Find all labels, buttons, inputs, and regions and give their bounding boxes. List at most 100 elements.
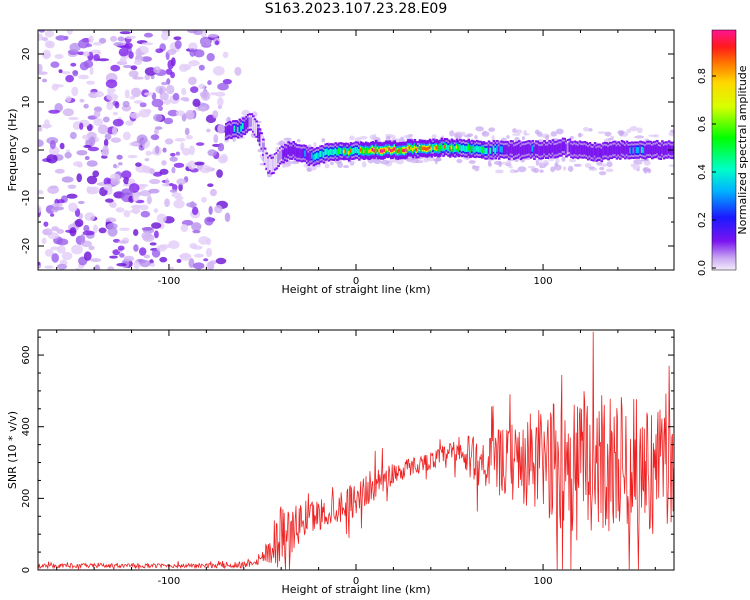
ridge-cell bbox=[262, 142, 265, 153]
ridge-cell bbox=[299, 148, 302, 158]
ridge-cell bbox=[422, 146, 425, 151]
ridge-halo bbox=[391, 134, 396, 141]
ridge-halo bbox=[474, 135, 478, 140]
noise-blob bbox=[155, 48, 164, 54]
ridge-cell bbox=[327, 149, 331, 157]
ridge-halo bbox=[539, 169, 544, 173]
noise-blob bbox=[139, 102, 147, 108]
noise-blob bbox=[69, 227, 77, 237]
ridge-cell bbox=[236, 126, 240, 133]
ridge-halo bbox=[545, 135, 550, 141]
noise-blob bbox=[146, 195, 152, 205]
ridge-cell bbox=[248, 117, 252, 127]
noise-blob bbox=[194, 161, 205, 166]
noise-blob bbox=[38, 189, 44, 195]
noise-blob bbox=[135, 48, 142, 58]
ridge-cell bbox=[246, 117, 250, 128]
ridge-cell bbox=[568, 142, 572, 152]
ridge-cell bbox=[435, 146, 439, 150]
noise-blob bbox=[199, 106, 207, 112]
y-tick-label: 600 bbox=[21, 346, 32, 365]
ridge-cell bbox=[528, 143, 531, 154]
ridge-halo bbox=[495, 169, 504, 174]
noise-blob bbox=[213, 134, 219, 144]
noise-blob bbox=[173, 36, 182, 41]
ridge-cell bbox=[423, 146, 427, 151]
noise-blob bbox=[65, 74, 75, 83]
ridge-cell bbox=[351, 148, 354, 155]
noise-blob bbox=[125, 35, 136, 40]
noise-blob bbox=[143, 92, 154, 96]
ridge-cell bbox=[627, 145, 631, 156]
noise-blob bbox=[117, 245, 125, 251]
ridge-cell bbox=[664, 145, 668, 155]
ridge-cell bbox=[556, 144, 560, 154]
ridge-cell bbox=[524, 144, 528, 155]
ridge-cell bbox=[376, 148, 380, 153]
noise-blob bbox=[180, 224, 189, 233]
noise-blob bbox=[87, 146, 100, 152]
ridge-cell bbox=[243, 121, 247, 132]
ridge-halo bbox=[633, 135, 643, 139]
noise-blob bbox=[54, 53, 64, 59]
ridge-cell bbox=[654, 144, 657, 155]
ridge-halo bbox=[468, 160, 476, 164]
ridge-cell bbox=[391, 148, 395, 152]
ridge-cell bbox=[339, 147, 343, 154]
noise-blob bbox=[51, 226, 60, 232]
ridge-cell bbox=[645, 144, 649, 155]
noise-blob bbox=[65, 95, 72, 103]
ridge-cell bbox=[662, 145, 666, 156]
noise-blob bbox=[122, 131, 131, 141]
ridge-cell bbox=[612, 144, 615, 155]
ridge-cell bbox=[514, 145, 518, 156]
ridge-cell bbox=[342, 149, 346, 154]
ridge-cell bbox=[526, 144, 530, 154]
noise-blob bbox=[78, 39, 90, 49]
noise-blob bbox=[191, 222, 202, 231]
noise-blob bbox=[69, 131, 77, 140]
ridge-cell bbox=[358, 148, 361, 156]
ridge-cell bbox=[398, 148, 402, 153]
ridge-halo bbox=[626, 128, 632, 134]
colorbar-label: Normalized spectral amplitude bbox=[736, 65, 749, 234]
noise-blob bbox=[110, 178, 121, 186]
noise-blob bbox=[88, 245, 95, 251]
ridge-cell bbox=[657, 146, 661, 156]
ridge-halo bbox=[527, 165, 536, 169]
ridge-cell bbox=[605, 145, 609, 156]
noise-blob bbox=[149, 168, 155, 175]
ridge-cell bbox=[640, 146, 644, 153]
noise-blob bbox=[217, 97, 224, 107]
noise-blob bbox=[50, 246, 59, 251]
ridge-halo bbox=[605, 168, 614, 173]
ridge-cell bbox=[464, 145, 467, 152]
noise-blob bbox=[206, 39, 211, 47]
ridge-cell bbox=[265, 154, 269, 168]
ridge-halo bbox=[567, 165, 574, 172]
ridge-cell bbox=[479, 146, 482, 153]
ridge-cell bbox=[499, 146, 503, 153]
ridge-halo bbox=[329, 161, 334, 166]
ridge-cell bbox=[233, 125, 237, 132]
ridge-cell bbox=[459, 144, 462, 151]
noise-blob bbox=[206, 52, 215, 62]
ridge-cell bbox=[539, 146, 543, 156]
ridge-cell bbox=[649, 144, 652, 155]
ridge-cell bbox=[634, 145, 637, 155]
ridge-cell bbox=[400, 147, 403, 154]
noise-blob bbox=[117, 36, 125, 42]
ridge-cell bbox=[275, 153, 279, 168]
noise-blob bbox=[170, 71, 175, 79]
ridge-cell bbox=[390, 148, 393, 153]
noise-blob bbox=[176, 258, 182, 264]
ridge-cell bbox=[511, 144, 514, 154]
noise-blob bbox=[190, 86, 199, 93]
ridge-cell bbox=[411, 147, 415, 152]
ridge-halo bbox=[632, 164, 641, 171]
noise-blob bbox=[209, 188, 217, 197]
ridge-cell bbox=[496, 145, 499, 152]
noise-blob bbox=[174, 137, 186, 142]
colorbar: 0.0 0.2 0.4 0.6 0.8 Normalized spectral ampl… bbox=[697, 29, 749, 276]
ridge-cell bbox=[369, 148, 373, 153]
